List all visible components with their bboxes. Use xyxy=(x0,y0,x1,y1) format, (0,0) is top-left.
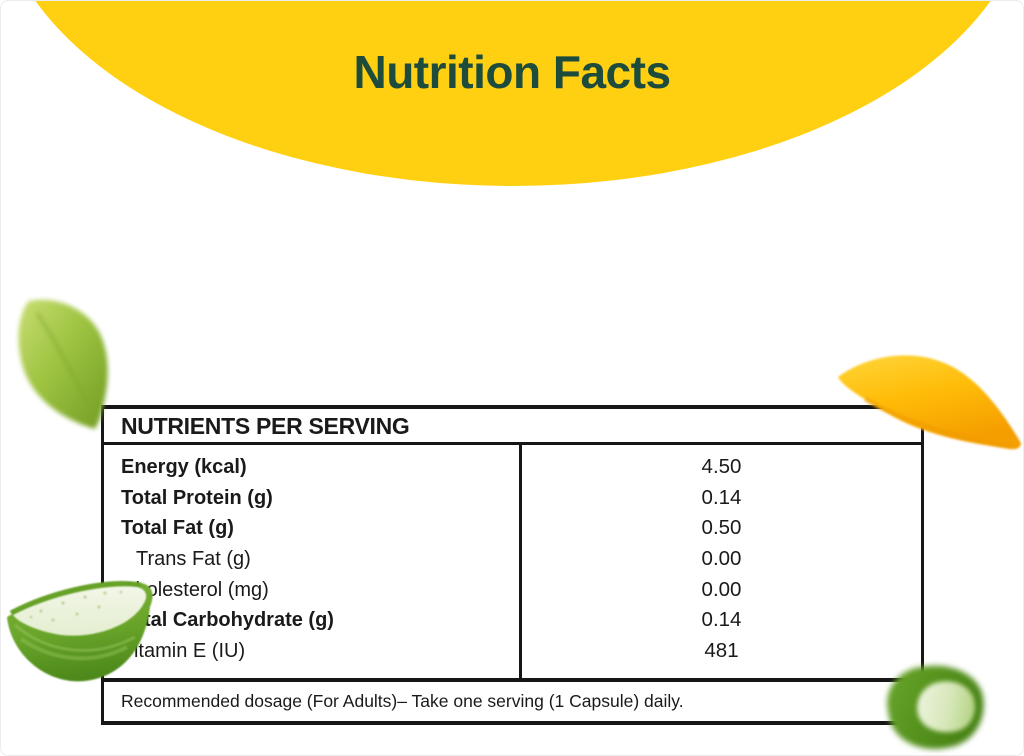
row-label-vitamin-e: Vitamin E (IU) xyxy=(121,640,246,663)
table-body: Energy (kcal) Total Protein (g) Total Fa… xyxy=(104,445,921,678)
nutrition-table: NUTRIENTS PER SERVING Energy (kcal) Tota… xyxy=(101,405,924,725)
row-value-vitamin-e: 481 xyxy=(704,639,739,663)
row-label-fat: Total Fat (g) xyxy=(121,517,234,540)
table-header: NUTRIENTS PER SERVING xyxy=(104,409,921,445)
row-value-trans-fat: 0.00 xyxy=(701,547,742,571)
row-label-trans-fat: Trans Fat (g) xyxy=(136,548,251,571)
row-value-protein: 0.14 xyxy=(701,485,742,509)
row-value-carbohydrate: 0.14 xyxy=(701,608,742,632)
row-value-fat: 0.50 xyxy=(701,516,742,540)
row-label-carbohydrate: Total Carbohydrate (g) xyxy=(121,609,334,632)
row-value-energy: 4.50 xyxy=(701,455,742,478)
row-label-cholesterol: Cholesterol (mg) xyxy=(121,578,269,601)
row-label-protein: Total Protein (g) xyxy=(121,486,273,509)
row-label-energy: Energy (kcal) xyxy=(121,456,247,478)
page-title: Nutrition Facts xyxy=(353,46,671,98)
dosage-footnote: Recommended dosage (For Adults)– Take on… xyxy=(104,678,921,721)
nutrient-value-column: 4.50 0.14 0.50 0.00 0.00 0.14 481 xyxy=(519,445,921,678)
nutrient-name-column: Energy (kcal) Total Protein (g) Total Fa… xyxy=(104,445,519,678)
row-value-cholesterol: 0.00 xyxy=(701,577,742,601)
